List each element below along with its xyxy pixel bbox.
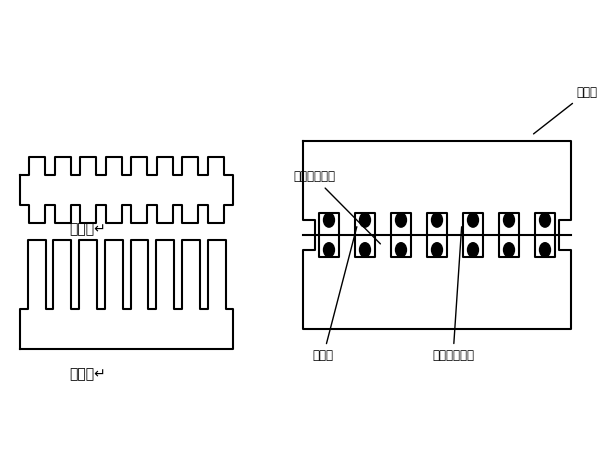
Ellipse shape [539, 243, 550, 257]
Ellipse shape [395, 213, 406, 227]
Ellipse shape [359, 243, 370, 257]
Text: 顶板上层钉筋: 顶板上层钉筋 [293, 170, 380, 244]
Ellipse shape [323, 213, 334, 227]
Ellipse shape [467, 243, 478, 257]
Ellipse shape [359, 213, 370, 227]
Text: 双齿板↵: 双齿板↵ [70, 222, 106, 236]
Ellipse shape [323, 243, 334, 257]
Ellipse shape [467, 213, 478, 227]
Ellipse shape [431, 213, 442, 227]
Text: 单枕板: 单枕板 [533, 86, 597, 134]
Ellipse shape [431, 243, 442, 257]
Text: 单齿板↵: 单齿板↵ [70, 367, 106, 381]
Ellipse shape [503, 243, 514, 257]
Text: 双枕板: 双枕板 [313, 227, 357, 362]
Text: 顶板底层钉筋: 顶板底层钉筋 [432, 227, 474, 362]
Ellipse shape [395, 243, 406, 257]
Ellipse shape [503, 213, 514, 227]
Ellipse shape [539, 213, 550, 227]
